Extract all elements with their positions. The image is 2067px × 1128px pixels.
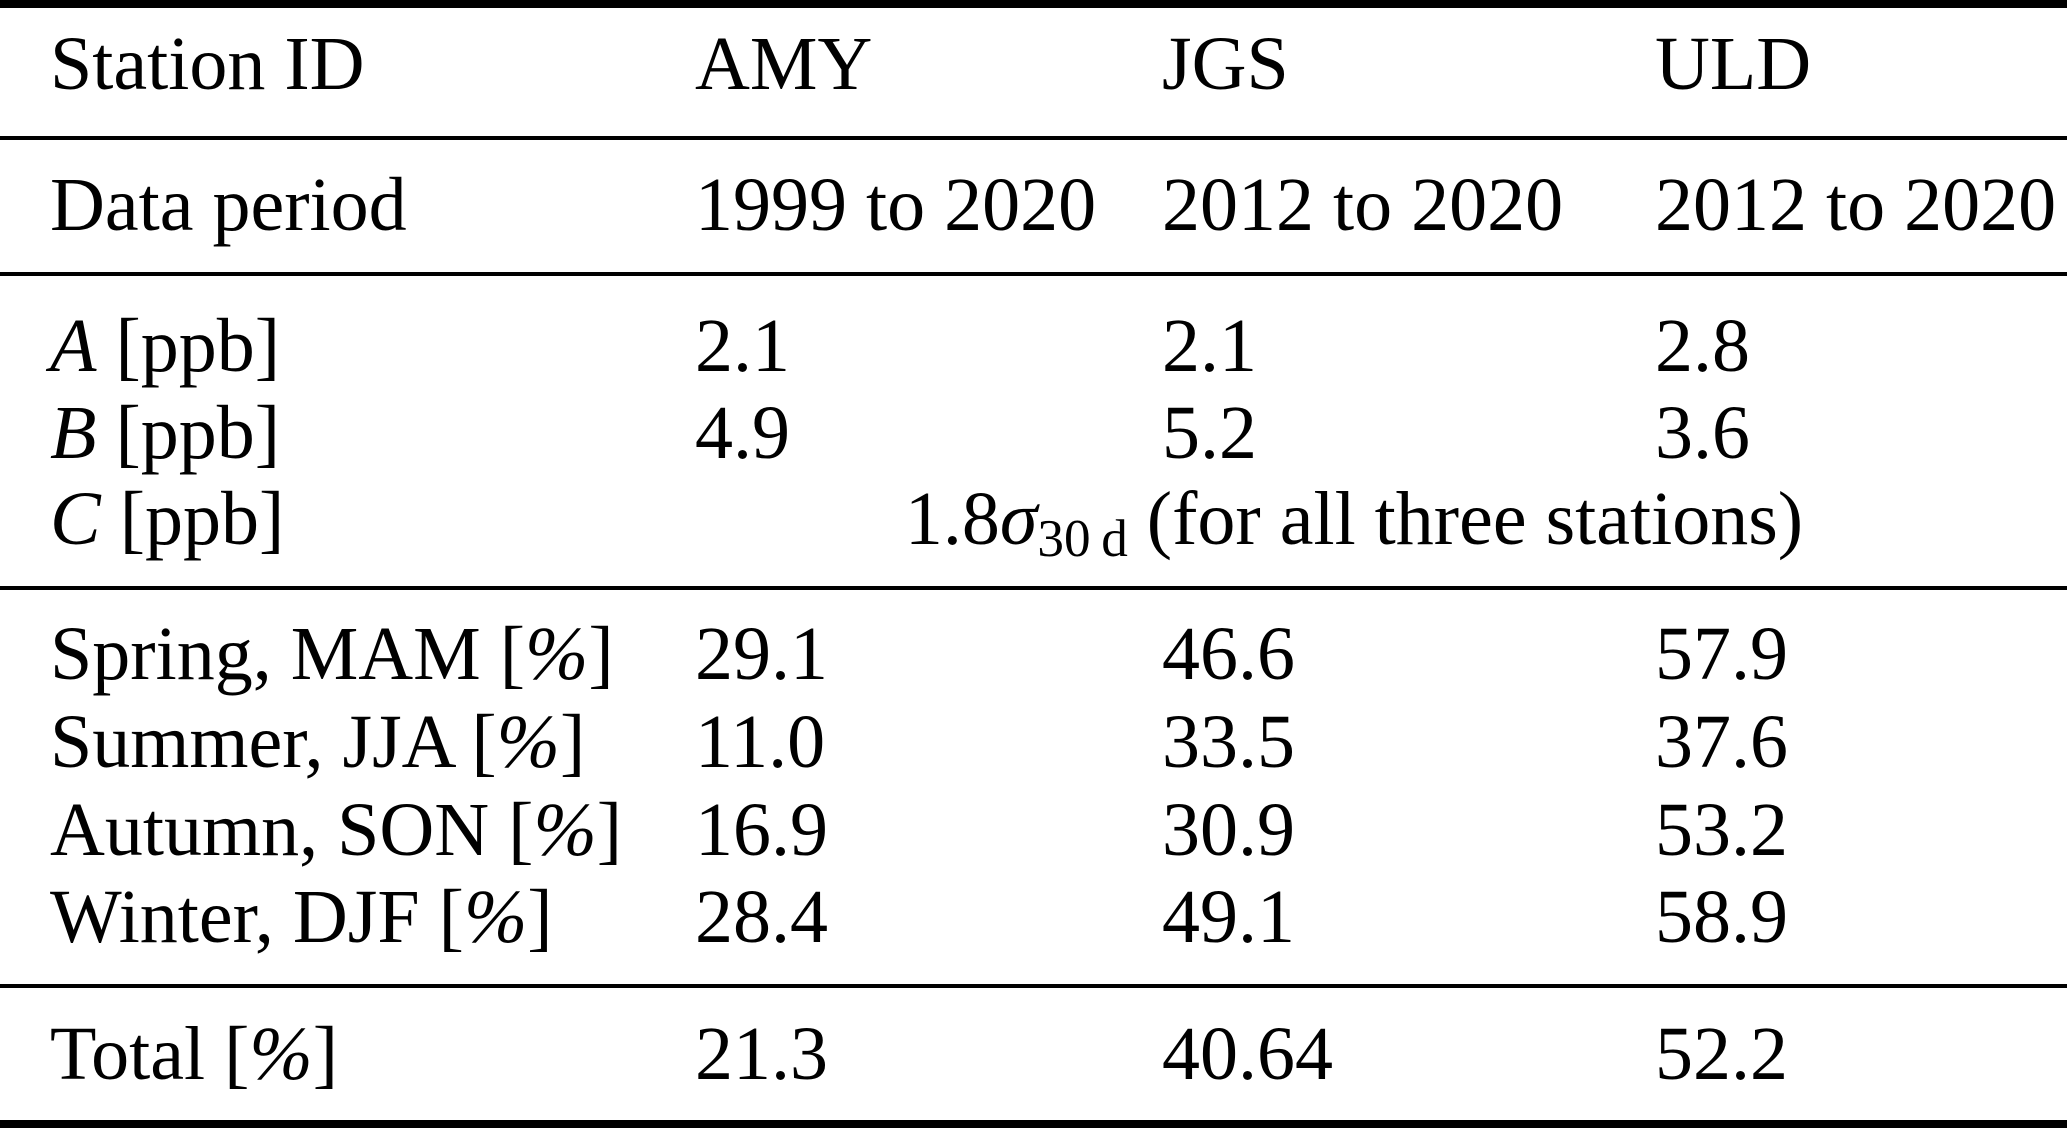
bracket-close: ] <box>588 612 614 696</box>
param-b-unit: [ppb] <box>96 391 281 475</box>
season-summer-label: Summer, JJA [%] <box>50 698 695 786</box>
data-period-row: Data period 1999 to 2020 2012 to 2020 20… <box>50 161 2067 249</box>
total-text: Total [ <box>50 1012 250 1096</box>
bracket-close: ] <box>596 788 623 872</box>
param-a-label: A [ppb] <box>50 302 695 390</box>
season-summer-text: Summer, JJA [ <box>50 700 497 784</box>
param-b-value-jgs: 5.2 <box>1162 391 1257 475</box>
sigma-symbol: σ <box>999 477 1038 561</box>
param-row-b: B [ppb] 4.9 5.2 3.6 <box>50 389 2067 477</box>
total-value-amy: 21.3 <box>695 1012 828 1096</box>
season-row-winter: Winter, DJF [%] 28.4 49.1 58.9 <box>50 873 2067 961</box>
rule-below-data-period <box>0 272 2067 276</box>
percent-sign: % <box>525 612 589 696</box>
season-spring-text: Spring, MAM [ <box>50 612 526 696</box>
season-autumn-value-amy: 16.9 <box>695 788 828 872</box>
param-a-variable: A <box>50 304 97 388</box>
season-spring-label: Spring, MAM [%] <box>50 610 695 698</box>
season-winter-value-uld: 58.9 <box>1655 875 1788 959</box>
header-station-uld: ULD <box>1655 22 1812 106</box>
percent-sign: % <box>533 788 597 872</box>
param-b-value-amy: 4.9 <box>695 391 790 475</box>
season-winter-value-jgs: 49.1 <box>1162 875 1295 959</box>
bracket-close: ] <box>312 1012 339 1096</box>
season-spring-value-uld: 57.9 <box>1655 612 1788 696</box>
sigma-subscript: 30 d <box>1037 508 1128 568</box>
header-station-id-label: Station ID <box>50 22 365 106</box>
season-row-summer: Summer, JJA [%] 11.0 33.5 37.6 <box>50 698 2067 786</box>
param-row-a: A [ppb] 2.1 2.1 2.8 <box>50 302 2067 390</box>
table-bottom-rule <box>0 1120 2067 1128</box>
data-period-value-amy: 1999 to 2020 <box>695 163 1097 247</box>
season-spring-value-amy: 29.1 <box>695 612 828 696</box>
total-row: Total [%] 21.3 40.64 52.2 <box>50 1010 2067 1098</box>
param-c-span-value: 1.8σ30 d (for all three stations) <box>695 475 2013 571</box>
data-period-value-jgs: 2012 to 2020 <box>1162 163 1564 247</box>
table-header-row: Station ID AMY JGS ULD <box>50 20 2067 108</box>
c-span-prefix: 1.8 <box>904 477 1000 561</box>
season-summer-value-jgs: 33.5 <box>1162 700 1295 784</box>
param-c-unit: [ppb] <box>100 477 285 561</box>
season-winter-text: Winter, DJF [ <box>50 875 464 959</box>
param-b-label: B [ppb] <box>50 389 695 477</box>
header-station-jgs: JGS <box>1162 22 1289 106</box>
season-winter-value-amy: 28.4 <box>695 875 828 959</box>
table-top-rule <box>0 0 2067 8</box>
header-station-amy: AMY <box>695 22 873 106</box>
total-value-uld: 52.2 <box>1655 1012 1788 1096</box>
total-label: Total [%] <box>50 1010 695 1098</box>
data-period-label: Data period <box>50 163 407 247</box>
param-a-unit: [ppb] <box>96 304 281 388</box>
season-spring-value-jgs: 46.6 <box>1162 612 1295 696</box>
season-row-spring: Spring, MAM [%] 29.1 46.6 57.9 <box>50 610 2067 698</box>
data-period-value-uld: 2012 to 2020 <box>1655 163 2057 247</box>
param-c-label: C [ppb] <box>50 475 695 571</box>
param-row-c: C [ppb] 1.8σ30 d (for all three stations… <box>50 475 2067 568</box>
rule-below-seasons <box>0 984 2067 988</box>
bracket-close: ] <box>559 700 586 784</box>
param-c-variable: C <box>50 477 101 561</box>
param-a-value-amy: 2.1 <box>695 304 790 388</box>
total-value-jgs: 40.64 <box>1162 1012 1333 1096</box>
season-summer-value-amy: 11.0 <box>695 700 826 784</box>
season-autumn-value-uld: 53.2 <box>1655 788 1788 872</box>
rule-below-params <box>0 586 2067 590</box>
season-autumn-label: Autumn, SON [%] <box>50 786 695 874</box>
season-summer-value-uld: 37.6 <box>1655 700 1788 784</box>
percent-sign: % <box>463 875 528 959</box>
param-b-variable: B <box>50 391 97 475</box>
percent-sign: % <box>249 1012 313 1096</box>
season-autumn-value-jgs: 30.9 <box>1162 788 1295 872</box>
percent-sign: % <box>496 700 560 784</box>
param-b-value-uld: 3.6 <box>1655 391 1750 475</box>
param-a-value-uld: 2.8 <box>1655 304 1750 388</box>
season-winter-label: Winter, DJF [%] <box>50 873 695 961</box>
c-span-suffix: (for all three stations) <box>1127 477 1804 561</box>
season-autumn-text: Autumn, SON [ <box>50 788 534 872</box>
bracket-close: ] <box>527 875 553 959</box>
season-row-autumn: Autumn, SON [%] 16.9 30.9 53.2 <box>50 786 2067 874</box>
param-a-value-jgs: 2.1 <box>1162 304 1257 388</box>
rule-below-header <box>0 136 2067 140</box>
